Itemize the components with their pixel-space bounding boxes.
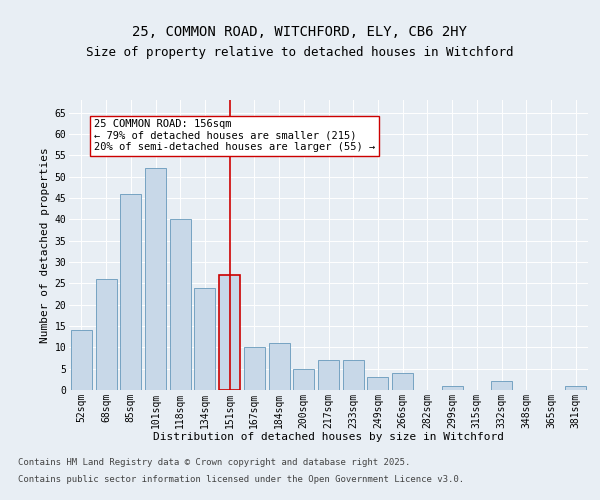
Bar [392, 373, 413, 390]
Bar [565, 386, 586, 390]
Bar [170, 220, 191, 390]
Bar [318, 360, 339, 390]
Text: 25, COMMON ROAD, WITCHFORD, ELY, CB6 2HY: 25, COMMON ROAD, WITCHFORD, ELY, CB6 2HY [133, 26, 467, 40]
Y-axis label: Number of detached properties: Number of detached properties [40, 147, 50, 343]
Bar [269, 343, 290, 390]
Bar [95, 279, 116, 390]
Bar [293, 368, 314, 390]
Bar [491, 382, 512, 390]
Bar [194, 288, 215, 390]
Bar [442, 386, 463, 390]
Text: 25 COMMON ROAD: 156sqm
← 79% of detached houses are smaller (215)
20% of semi-de: 25 COMMON ROAD: 156sqm ← 79% of detached… [94, 119, 375, 152]
Text: Contains public sector information licensed under the Open Government Licence v3: Contains public sector information licen… [18, 476, 464, 484]
Bar [145, 168, 166, 390]
Bar [367, 377, 388, 390]
X-axis label: Distribution of detached houses by size in Witchford: Distribution of detached houses by size … [153, 432, 504, 442]
Bar [343, 360, 364, 390]
Bar [120, 194, 141, 390]
Bar [244, 348, 265, 390]
Bar [219, 275, 240, 390]
Bar [71, 330, 92, 390]
Text: Contains HM Land Registry data © Crown copyright and database right 2025.: Contains HM Land Registry data © Crown c… [18, 458, 410, 467]
Text: Size of property relative to detached houses in Witchford: Size of property relative to detached ho… [86, 46, 514, 59]
